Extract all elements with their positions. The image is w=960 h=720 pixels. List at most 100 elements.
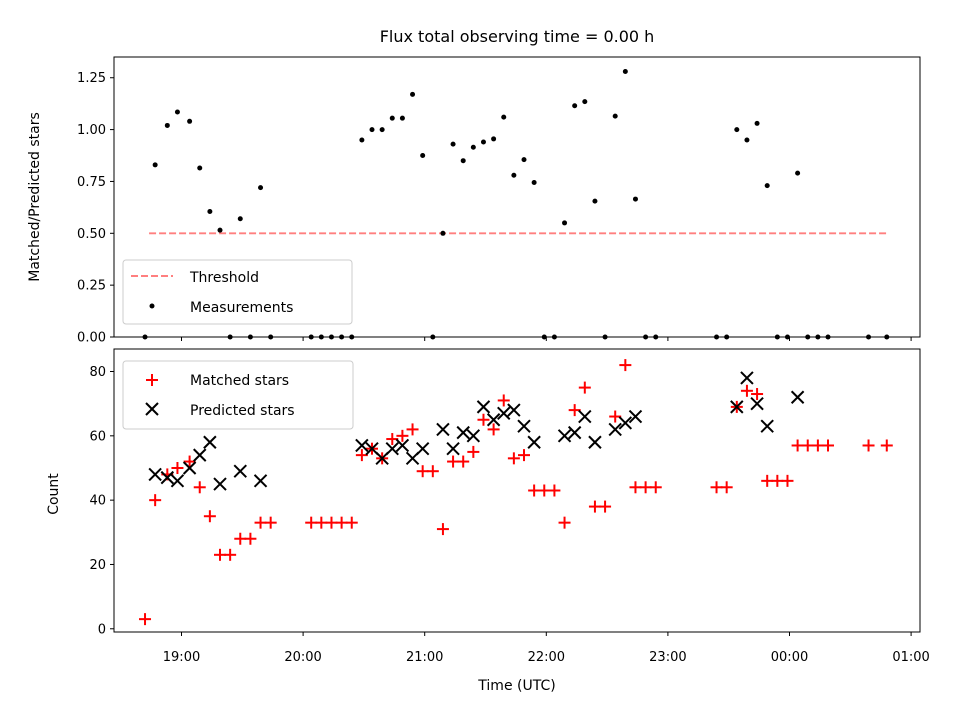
predicted-star-point — [760, 419, 774, 433]
predicted-star-point — [355, 438, 369, 453]
matched-star-point — [396, 429, 409, 442]
matched-star-point — [254, 516, 267, 529]
matched-star-point — [811, 439, 824, 452]
legend-predicted-swatch — [145, 402, 159, 416]
predicted-star-point — [557, 429, 572, 443]
matched-star-point — [751, 388, 764, 401]
predicted-star-point — [790, 390, 805, 404]
matched-star-point — [518, 449, 531, 462]
ratio-y-axis-label: Matched/Predicted stars — [27, 112, 43, 282]
matched-star-point — [822, 439, 835, 452]
matched-star-point — [355, 449, 368, 462]
matched-star-point — [244, 532, 257, 545]
predicted-star-point — [182, 461, 197, 475]
predicted-star-point — [608, 422, 622, 437]
matched-star-point — [720, 481, 733, 494]
predicted-star-point — [193, 448, 207, 462]
ratio-y-tick-label: 1.00 — [77, 123, 106, 138]
count-x-axis-label: Time (UTC) — [477, 678, 555, 694]
legend-matched-swatch — [146, 374, 158, 386]
predicted-star-point — [170, 474, 185, 488]
predicted-star-point — [507, 403, 521, 417]
predicted-star-point — [446, 441, 460, 456]
count-legend: Matched stars Predicted stars — [122, 360, 354, 430]
predicted-star-point — [740, 371, 754, 385]
ratio-y-tick-label: 0.75 — [77, 175, 106, 190]
matched-star-point — [416, 465, 429, 478]
predicted-star-point — [385, 441, 399, 456]
measurement-point — [744, 137, 750, 143]
measurement-point — [420, 153, 426, 159]
predicted-star-point — [567, 425, 582, 440]
matched-star-point — [386, 433, 399, 446]
count-series — [139, 359, 893, 626]
measurement-point — [632, 196, 638, 202]
measurement-point — [187, 118, 193, 124]
measurement-point — [152, 162, 158, 168]
matched-star-point — [639, 481, 652, 494]
legend-predicted-label: Predicted stars — [190, 403, 295, 419]
predicted-star-point — [486, 413, 501, 427]
measurement-point — [379, 127, 385, 133]
predicted-star-point — [527, 435, 541, 449]
matched-star-point — [558, 516, 571, 529]
measurement-point — [410, 91, 416, 97]
predicted-star-point — [466, 429, 481, 443]
count-y-tick-label: 40 — [89, 494, 106, 509]
count-x-tick-label: 01:00 — [892, 650, 929, 665]
measurement-point — [592, 198, 598, 204]
matched-star-point — [203, 510, 216, 523]
measurement-point — [237, 216, 243, 222]
matched-star-point — [183, 455, 196, 468]
predicted-star-point — [730, 400, 744, 414]
matched-star-point — [588, 500, 601, 513]
matched-star-point — [578, 381, 591, 394]
matched-star-point — [538, 484, 551, 497]
matched-star-point — [599, 500, 612, 513]
matched-star-point — [619, 359, 632, 372]
matched-star-point — [880, 439, 893, 452]
matched-star-point — [447, 455, 460, 468]
measurement-point — [359, 137, 365, 143]
measurement-point — [399, 115, 405, 121]
matched-star-point — [234, 532, 247, 545]
count-plot-frame — [113, 348, 921, 633]
matched-star-point — [497, 394, 510, 407]
chart-title: Flux total observing time = 0.00 h — [380, 27, 655, 46]
count-x-ticks: 19:00 20:00 21:00 22:00 23:00 00:00 01:00 — [163, 632, 930, 665]
predicted-star-point — [160, 470, 175, 485]
matched-star-point — [568, 404, 581, 417]
matched-star-point — [426, 465, 439, 478]
matched-star-point — [781, 474, 794, 487]
matched-star-point — [791, 439, 804, 452]
matched-star-point — [315, 516, 328, 529]
measurement-point — [511, 172, 517, 178]
measurement-point — [501, 114, 507, 120]
matched-star-point — [649, 481, 662, 494]
count-x-tick-label: 00:00 — [771, 650, 808, 665]
measurement-point — [217, 227, 223, 233]
matched-star-point — [436, 523, 449, 536]
legend-matched-label: Matched stars — [190, 373, 289, 389]
predicted-star-point — [148, 467, 162, 482]
predicted-star-point — [588, 435, 602, 449]
matched-star-point — [467, 445, 480, 458]
ratio-legend-box — [122, 259, 353, 325]
matched-star-point — [214, 548, 227, 561]
matched-star-point — [528, 484, 541, 497]
predicted-star-point — [253, 474, 268, 488]
predicted-star-point — [497, 406, 511, 421]
predicted-star-point — [213, 477, 227, 491]
measurement-point — [197, 165, 203, 171]
measurement-point — [389, 115, 395, 121]
measurement-point — [734, 127, 740, 133]
measurement-point — [460, 158, 466, 164]
predicted-star-point — [415, 441, 430, 456]
predicted-star-point — [578, 409, 592, 424]
measurement-point — [258, 185, 264, 191]
measurement-point — [521, 157, 527, 163]
matched-star-point — [801, 439, 814, 452]
measurement-point — [754, 120, 760, 126]
predicted-star-point — [203, 435, 217, 449]
predicted-star-point — [476, 400, 491, 414]
